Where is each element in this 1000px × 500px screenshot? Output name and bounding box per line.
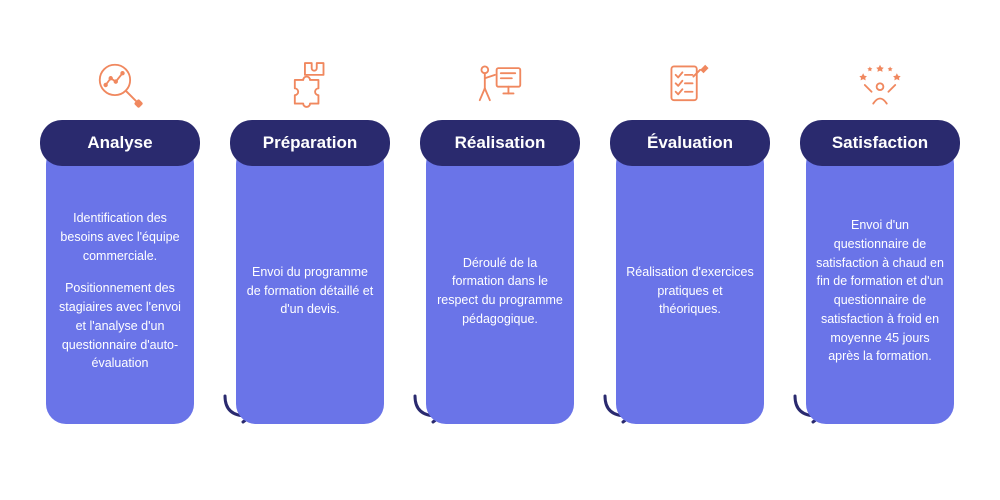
step-evaluation: Évaluation Réalisation d'exercices prati… — [610, 50, 770, 424]
step-body: Envoi d'un questionnaire de satisfaction… — [806, 144, 954, 424]
step-title: Préparation — [230, 120, 390, 166]
step-preparation: Préparation Envoi du programme de format… — [230, 50, 390, 424]
magnifier-chart-icon — [93, 50, 147, 120]
presenter-icon — [473, 50, 527, 120]
step-title: Satisfaction — [800, 120, 960, 166]
step-body: Envoi du programme de formation détaillé… — [236, 144, 384, 424]
step-body: Déroulé de la formation dans le respect … — [426, 144, 574, 424]
puzzle-icon — [283, 50, 337, 120]
step-analyse: Analyse Identification des besoins avec … — [40, 50, 200, 424]
process-flow: Analyse Identification des besoins avec … — [0, 0, 1000, 424]
step-body: Réalisation d'exercices pratiques et thé… — [616, 144, 764, 424]
stars-person-icon — [853, 50, 907, 120]
checklist-icon — [663, 50, 717, 120]
step-body: Identification des besoins avec l'équipe… — [46, 144, 194, 424]
step-title: Réalisation — [420, 120, 580, 166]
step-realisation: Réalisation Déroulé de la formation dans… — [420, 50, 580, 424]
step-satisfaction: Satisfaction Envoi d'un questionnaire de… — [800, 50, 960, 424]
step-title: Évaluation — [610, 120, 770, 166]
step-title: Analyse — [40, 120, 200, 166]
